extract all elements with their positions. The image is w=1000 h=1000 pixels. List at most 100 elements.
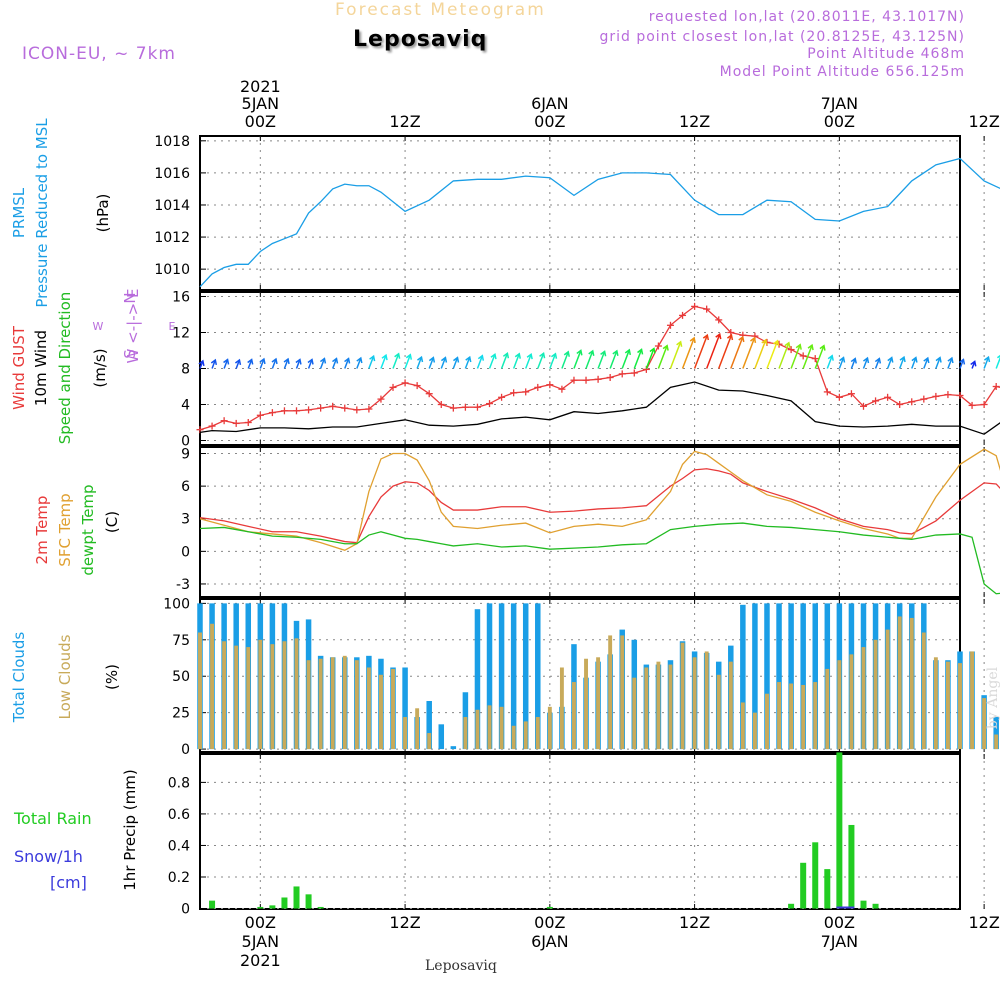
bar-low-cloud <box>463 717 468 750</box>
bar-low-cloud <box>342 655 347 750</box>
wind-arrow <box>923 357 929 369</box>
bar-low-cloud <box>825 668 830 750</box>
bar-low-cloud <box>680 642 685 750</box>
bar-total-cloud <box>522 603 529 750</box>
axis-unit-c: (C) <box>103 511 121 533</box>
wind-arrowhead <box>726 333 734 341</box>
wind-arrow <box>307 359 313 369</box>
x-label-hour-bottom: 12Z <box>968 913 999 932</box>
bar-total-cloud <box>438 724 445 750</box>
bar-low-cloud <box>644 667 649 750</box>
panel-temperature: -3 0 3 6 9 <box>176 447 1000 597</box>
x-label-hour-top: 12Z <box>968 112 999 131</box>
wind-arrow <box>766 340 779 369</box>
bar-low-cloud <box>210 623 215 750</box>
wind-arrow <box>549 353 557 369</box>
bar-total-cloud <box>993 717 999 750</box>
station-title: Leposaviq <box>353 27 488 52</box>
x-label-date-bottom: 5JAN <box>242 932 280 951</box>
y-tick-label: 16 <box>172 290 190 306</box>
y-tick-label: 75 <box>172 633 190 649</box>
y-tick-label: 8 <box>181 362 190 378</box>
wind-arrowhead <box>234 358 242 366</box>
y-tick-label: 0.6 <box>168 807 190 823</box>
wind-arrow <box>344 358 350 369</box>
bar-low-cloud <box>608 635 613 750</box>
wind-arrow <box>283 358 289 369</box>
bar-low-cloud <box>354 660 359 750</box>
wind-arrow <box>488 353 496 369</box>
y-tick-label: 50 <box>172 669 190 685</box>
bar-total-cloud <box>535 603 541 750</box>
x-label-hour-bottom: 00Z <box>534 913 565 932</box>
wind-arrowhead <box>935 356 942 363</box>
bar-total-cloud <box>498 603 505 750</box>
wind-arrow <box>633 349 643 369</box>
x-label-hour-bottom: 00Z <box>245 913 276 932</box>
wind-arrowhead <box>923 356 930 364</box>
axis-title-pressure: Pressure Reduced to MSL <box>33 118 51 308</box>
axis-title-2m-temp: 2m Temp <box>33 496 51 565</box>
bar-rain <box>824 869 831 909</box>
bar-low-cloud <box>499 706 504 750</box>
series-line-10m-wind <box>199 381 1000 435</box>
wind-arrowhead <box>862 356 870 364</box>
axis-title-low-clouds: Low Clouds <box>56 634 74 719</box>
bar-rain <box>305 894 312 909</box>
wind-arrow <box>621 349 630 369</box>
bar-total-cloud <box>450 746 457 750</box>
axis-title-total-clouds: Total Clouds <box>10 632 28 724</box>
axis-title-prmsl: PRMSL <box>10 187 28 238</box>
axis-title-dewpt-temp: dewpt Temp <box>79 484 97 575</box>
x-label-date-bottom: 6JAN <box>531 932 569 951</box>
bar-rain <box>860 900 867 909</box>
wind-arrowhead <box>676 340 683 347</box>
point-altitude: Point Altitude 468m <box>807 46 965 62</box>
y-tick-label: -3 <box>176 577 190 593</box>
wind-arrowhead <box>550 352 558 359</box>
bar-low-cloud <box>716 674 721 750</box>
wind-arrow <box>319 358 326 369</box>
wind-arrow <box>778 342 790 369</box>
bar-low-cloud <box>391 668 395 750</box>
wind-arrow <box>464 356 471 369</box>
wind-arrow <box>356 357 362 369</box>
axis-title-10m-wind: 10m Wind <box>32 330 50 406</box>
wind-arrow <box>718 334 733 369</box>
bar-low-cloud <box>559 667 564 750</box>
wind-arrow <box>235 359 241 369</box>
bar-low-cloud <box>415 708 420 750</box>
wind-arrow <box>742 337 756 369</box>
axis-unit-hpa: (hPa) <box>94 194 112 233</box>
bar-low-cloud <box>572 682 576 750</box>
axis-title-speed-direction: Speed and Direction <box>56 292 74 445</box>
wind-arrowhead <box>662 344 669 351</box>
wind-arrowhead <box>356 356 363 364</box>
bar-total-cloud <box>764 603 770 750</box>
wind-arrow <box>802 344 813 369</box>
bar-low-cloud <box>921 632 926 750</box>
bar-low-cloud <box>584 658 588 750</box>
wind-arrowhead <box>417 355 424 363</box>
wind-arrowhead <box>319 357 327 364</box>
wind-arrowhead <box>381 353 388 361</box>
requested-coordinates: requested lon,lat (20.8011E, 43.1017N) <box>648 9 965 25</box>
wind-arrowhead <box>283 357 290 365</box>
bar-low-cloud <box>318 658 323 750</box>
bar-low-cloud <box>861 647 866 750</box>
bar-rain <box>209 900 216 909</box>
wind-arrow <box>597 351 606 369</box>
bar-total-cloud <box>740 604 746 750</box>
x-label-year-bottom: 2021 <box>240 951 281 970</box>
forecast-title: Forecast Meteogram <box>335 0 546 20</box>
wind-arrow <box>573 350 582 369</box>
wind-arrow <box>886 357 893 369</box>
bar-low-cloud <box>740 702 745 750</box>
wind-arrowhead <box>850 357 857 364</box>
bar-rain <box>257 906 264 909</box>
bar-low-cloud <box>945 661 950 750</box>
wind-arrow <box>537 353 545 369</box>
wind-arrow <box>838 357 845 369</box>
wind-arrow <box>959 359 965 369</box>
